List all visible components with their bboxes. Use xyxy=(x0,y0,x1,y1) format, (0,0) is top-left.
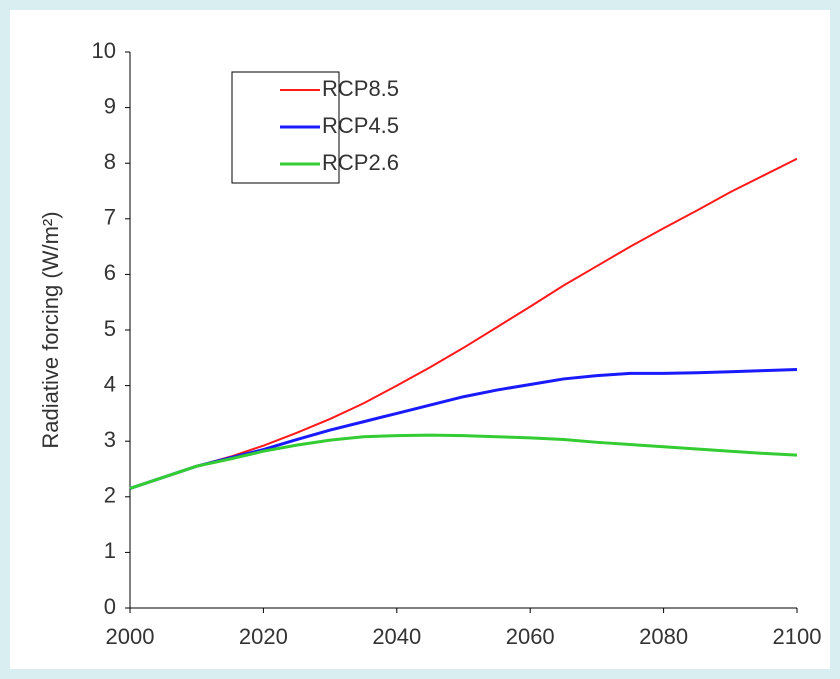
x-tick-label: 2000 xyxy=(106,624,155,649)
y-tick-label: 9 xyxy=(104,93,116,118)
y-tick-label: 8 xyxy=(104,149,116,174)
panel xyxy=(10,10,830,669)
y-tick-label: 6 xyxy=(104,260,116,285)
legend-label: RCP2.6 xyxy=(322,150,399,175)
series-line xyxy=(129,433,798,490)
y-tick-label: 1 xyxy=(104,538,116,563)
legend-label: RCP8.5 xyxy=(322,76,399,101)
legend-label: RCP4.5 xyxy=(322,113,399,138)
series-line xyxy=(129,157,798,490)
y-tick-label: 10 xyxy=(92,38,116,63)
y-tick-label: 2 xyxy=(104,483,116,508)
x-tick-label: 2080 xyxy=(639,624,688,649)
y-tick-label: 5 xyxy=(104,316,116,341)
x-tick-label: 2100 xyxy=(773,624,822,649)
x-tick-label: 2040 xyxy=(372,624,421,649)
y-tick-label: 0 xyxy=(104,594,116,619)
y-axis-label: Radiative forcing (W/m²) xyxy=(38,211,63,448)
y-tick-label: 7 xyxy=(104,205,116,230)
y-tick-label: 3 xyxy=(104,427,116,452)
y-tick-label: 4 xyxy=(104,371,116,396)
x-tick-label: 2060 xyxy=(506,624,555,649)
x-tick-label: 2020 xyxy=(239,624,288,649)
